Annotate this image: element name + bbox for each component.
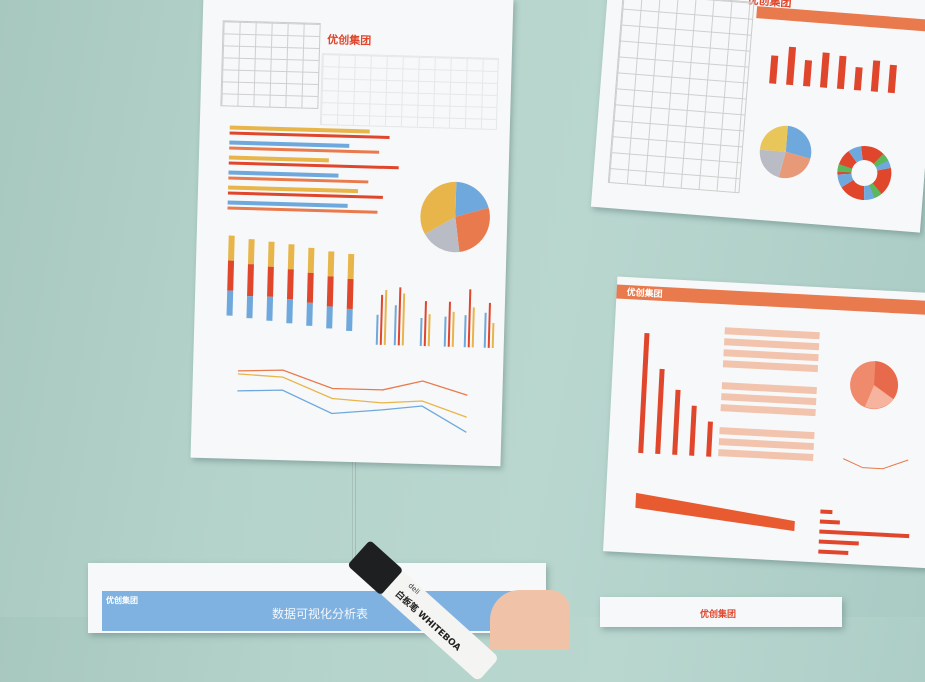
horizontal-bar-chart [227,125,399,214]
bar-chart [769,46,897,94]
title-band: 优创集团 数据可视化分析表 [102,591,532,631]
horizontal-bar-chart [818,509,910,556]
pie-chart [850,361,899,410]
donut-chart [837,146,892,201]
data-table [718,327,820,462]
area-chart [635,492,795,532]
document-title: 数据可视化分析表 [272,607,369,621]
line-chart [842,458,909,470]
charts [226,125,495,433]
paper-bottom-right: 优创集团 [600,597,842,627]
logo: 优创集团 [106,596,138,605]
pie-chart [759,125,812,179]
clustered-bar-chart [375,287,495,349]
hand [490,590,570,650]
line-chart [237,369,468,433]
charts [635,327,910,556]
paper-mid-right: 优创集团 [603,276,925,569]
bar-chart [638,333,713,457]
paper-top-right: 优创集团 [590,0,925,233]
paper-left: 优创集团 [190,0,514,467]
stacked-bar-chart [226,235,355,332]
charts [759,46,897,201]
paper-bottom-left: 优创集团 数据可视化分析表 [88,563,546,633]
logo: 优创集团 [700,610,737,620]
pie-chart [420,181,490,253]
